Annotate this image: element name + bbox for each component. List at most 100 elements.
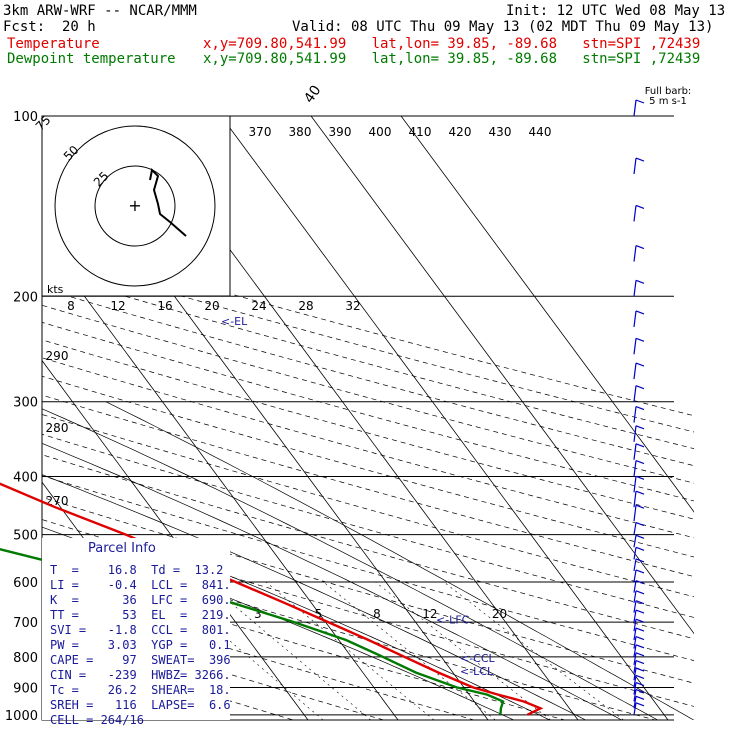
wind-barb (633, 675, 637, 688)
wind-barb (633, 580, 637, 593)
parcel-info-row: PW = 3.03 YGP = 0.1 (50, 638, 231, 652)
wind-barb-flag (635, 660, 645, 665)
level-annotation: <-LCL (460, 665, 494, 678)
wind-barb-flag (635, 425, 645, 430)
wind-barb (633, 443, 637, 460)
dry-adiabat (42, 394, 694, 577)
level-annotation: <-CCL (460, 652, 496, 665)
parcel-info-row: CIN = -239 HWBZ= 3266. (50, 668, 231, 682)
dewpoint-profile (0, 548, 505, 715)
dry-adiabat (42, 357, 694, 539)
level-annotation: <-LFC (436, 613, 470, 626)
wind-barb-flag (635, 244, 645, 250)
mixing-ratio-line (443, 581, 624, 720)
wind-barb (633, 660, 637, 673)
parcel-info-box (42, 538, 230, 720)
wind-barb-legend: Full barb: (645, 86, 692, 97)
parcel-info-row: LI = -0.4 LCL = 841. (50, 578, 231, 592)
theta-label: 370 (249, 125, 272, 139)
wind-barb-flag (635, 652, 645, 657)
pressure-label: 600 (13, 576, 38, 591)
dry-adiabat (42, 433, 694, 618)
wind-barb (633, 619, 637, 632)
hodograph-speed-tick: 8 (67, 299, 75, 313)
hodograph-center-mark: + (128, 196, 141, 215)
wind-barb-legend-unit: 5 m s-1 (649, 96, 687, 107)
wind-barb (633, 338, 637, 355)
dry-adiabat (42, 271, 694, 450)
legend-temperature: Temperature (7, 36, 100, 52)
wind-barb-flag (635, 695, 645, 700)
hodograph-speed-tick: 16 (157, 299, 172, 313)
dry-adiabat (42, 288, 694, 467)
wind-barb-flag (635, 546, 645, 551)
pressure-label: 400 (13, 471, 38, 486)
isotherm (42, 359, 309, 720)
wind-barb (633, 682, 637, 695)
wind-barb (633, 385, 637, 402)
wind-barb-flag (635, 475, 645, 480)
wind-barb (633, 425, 637, 442)
wind-barb (633, 609, 637, 623)
mixing-ratio-label: 20 (492, 607, 507, 621)
wind-barb (633, 157, 637, 175)
wind-barb (633, 245, 637, 262)
wind-barb-flag (635, 310, 645, 315)
dry-adiabat (42, 615, 385, 720)
legend-dewpoint-location: x,y=709.80,541.99 lat,lon= 39.85, -89.68… (203, 51, 701, 67)
legend-dewpoint: Dewpoint temperature (7, 51, 176, 67)
wind-barb (633, 310, 637, 327)
wind-barb (633, 205, 637, 222)
theta-label: 420 (449, 125, 472, 139)
wind-barb-flag (635, 644, 645, 649)
mixing-ratio-label: 3 (254, 607, 262, 621)
wind-barb (633, 652, 637, 665)
parcel-info-row: SREH = 116 LAPSE= 6.6 (50, 698, 231, 712)
hodograph-speed-tick: 32 (345, 299, 360, 313)
wind-barb-flag (635, 558, 645, 563)
parcel-info-row: CELL = 264/16 (50, 713, 144, 727)
wind-barb-flag (635, 490, 645, 495)
theta-label: 430 (489, 125, 512, 139)
wind-barb-flag (635, 99, 645, 104)
hodograph-speed-tick: 12 (110, 299, 125, 313)
valid-time: Valid: 08 UTC Thu 09 May 13 (02 MDT Thu … (292, 19, 714, 35)
wind-barb-flag (635, 635, 645, 641)
wind-barb-flag (635, 667, 645, 672)
wind-barb-flag (635, 337, 645, 342)
wind-barb-flag (635, 688, 645, 694)
wind-barb-flag (635, 385, 645, 390)
mixing-ratio-label: 12 (422, 607, 437, 621)
wind-barb-flag (635, 362, 645, 367)
wind-barb (633, 363, 637, 380)
mixing-ratio-line (265, 581, 435, 720)
parcel-info-row: T = 16.8 Td = 13.2 (50, 563, 223, 577)
wind-barb-flag (635, 702, 645, 707)
forecast-label: Fcst: (3, 19, 46, 35)
wind-barb (633, 476, 637, 493)
pressure-label: 900 (13, 681, 38, 696)
wind-barb-flag (635, 618, 645, 623)
wind-barb (633, 668, 637, 681)
hodograph-ring (54, 125, 216, 287)
init-time: Init: 12 UTC Wed 08 May 13 (506, 3, 726, 19)
theta-label: 440 (529, 125, 552, 139)
wind-barb (633, 569, 637, 583)
wind-barb-flag (635, 534, 645, 539)
parcel-info-title: Parcel Info (88, 541, 156, 556)
wind-barb (633, 590, 637, 603)
wind-barb-flag (635, 279, 645, 284)
hodograph-speed-tick: 24 (251, 299, 266, 313)
wind-barb-flag (635, 580, 645, 585)
pressure-label: 500 (13, 529, 38, 544)
dry-adiabat (42, 304, 694, 484)
wind-barb (633, 491, 637, 508)
theta-e-label: 290 (46, 349, 69, 363)
wind-barb-flag (635, 569, 645, 574)
temperature-profile (0, 482, 544, 716)
theta-label: 400 (369, 125, 392, 139)
wind-barb (633, 702, 637, 715)
hodograph-speed-tick: 28 (298, 299, 313, 313)
pressure-label: 300 (13, 396, 38, 411)
